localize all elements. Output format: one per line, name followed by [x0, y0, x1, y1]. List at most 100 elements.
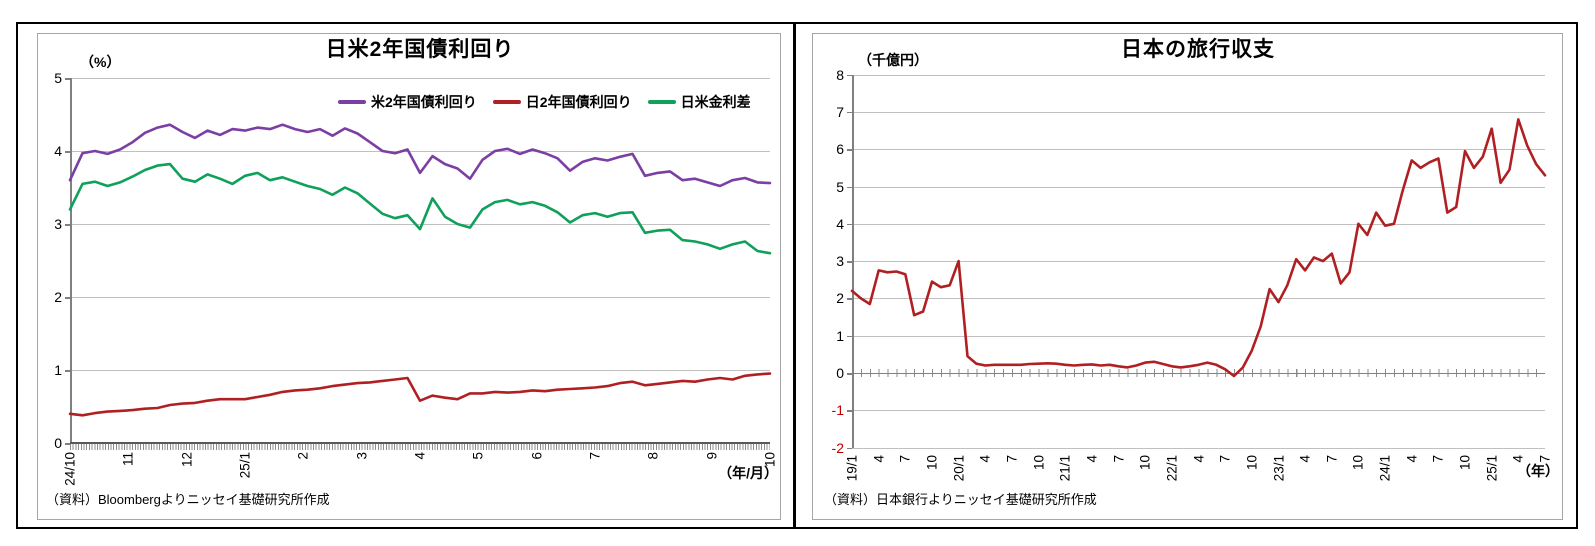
y-tick-label-3: 3	[836, 253, 844, 270]
y-tick-mark	[65, 443, 70, 445]
gridline-y-6	[852, 149, 1545, 151]
y-tick-label-0: 0	[836, 365, 844, 381]
gridline-y-1	[70, 370, 770, 371]
y-tick-label-4: 4	[54, 143, 62, 159]
gridline-y-5	[852, 186, 1545, 188]
gridline-y-4	[852, 223, 1545, 225]
gridline-y-7	[852, 111, 1545, 113]
x-tick-label-7: 7	[1537, 455, 1553, 463]
y-tick-mark	[847, 186, 852, 188]
x-tick-label-23/1: 23/1	[1271, 455, 1286, 482]
y-axis-line	[70, 78, 72, 443]
y-tick-mark	[847, 74, 852, 77]
x-tick-label-21/1: 21/1	[1057, 455, 1073, 482]
y-axis-line	[852, 74, 854, 448]
legend-item-us-2y: 米2年国債利回り	[338, 92, 477, 112]
y-tick-label-2: 2	[836, 290, 844, 307]
y-tick-label-4: 4	[836, 215, 844, 232]
y-tick-label-0: 0	[54, 435, 62, 451]
y-tick-mark	[65, 78, 70, 80]
legend-label-jp-2y: 日2年国債利回り	[525, 94, 632, 110]
y-tick-mark	[65, 297, 70, 299]
y-tick-label-5: 5	[54, 70, 62, 86]
gridline-y-4	[70, 151, 770, 152]
y-tick-label-3: 3	[54, 216, 62, 232]
y-tick-label--1: -1	[831, 402, 844, 419]
x-tick-label-2: 2	[295, 452, 311, 460]
gridline-y--1	[852, 410, 1545, 412]
x-tick-label-24/1: 24/1	[1377, 455, 1393, 482]
left-chart-frame	[37, 33, 781, 520]
x-tick-label-10: 10	[1031, 455, 1047, 471]
x-tick-label-7: 7	[587, 452, 603, 460]
x-tick-label-4: 4	[1404, 455, 1420, 463]
gridline-y-5	[70, 78, 770, 79]
gridline-y-3	[852, 261, 1545, 263]
x-tick-label-24/10: 24/10	[62, 452, 78, 486]
x-tick-label-7: 7	[897, 455, 913, 463]
gridline-y-8	[852, 74, 1545, 76]
x-axis-line	[70, 442, 770, 444]
x-tick-label-4: 4	[871, 455, 887, 463]
right-source-note: （資料）日本銀行よりニッセイ基礎研究所作成	[824, 492, 1097, 507]
x-tick-label-10: 10	[762, 452, 778, 468]
spread-line-swatch-icon	[647, 100, 676, 104]
y-tick-mark	[847, 298, 852, 300]
y-tick-label-1: 1	[54, 362, 62, 378]
gridline-y-1	[852, 335, 1545, 337]
right-y-unit-label: （千億円）	[858, 52, 928, 68]
left-chart-legend: 米2年国債利回り 日2年国債利回り 日米金利差	[338, 92, 751, 112]
y-tick-label-5: 5	[836, 178, 844, 195]
y-tick-mark	[847, 335, 852, 338]
y-tick-mark	[847, 223, 852, 226]
gridline-y-2	[70, 297, 770, 298]
x-tick-label-7: 7	[1217, 455, 1233, 463]
left-y-unit-label: （%）	[80, 54, 121, 70]
left-x-unit-label: （年/月）	[718, 465, 778, 481]
x-tick-label-10: 10	[1137, 455, 1153, 471]
us-2y-line-swatch-icon	[338, 100, 366, 104]
legend-label-us-2y: 米2年国債利回り	[371, 94, 477, 110]
x-tick-label-25/1: 25/1	[1484, 455, 1500, 482]
x-tick-label-8: 8	[645, 452, 661, 460]
x-tick-label-4: 4	[1297, 455, 1313, 463]
y-tick-mark	[847, 261, 852, 263]
x-tick-label-4: 4	[412, 452, 428, 460]
x-tick-label-10: 10	[924, 455, 940, 471]
y-tick-label-7: 7	[836, 103, 844, 120]
x-axis-line	[852, 372, 1545, 374]
gridline-y-2	[852, 298, 1545, 300]
gridline-y-3	[70, 224, 770, 225]
x-tick-label-9: 9	[704, 452, 720, 460]
x-tick-label-7: 7	[1111, 455, 1126, 463]
x-tick-label-4: 4	[1191, 455, 1206, 463]
legend-item-jp-2y: 日2年国債利回り	[492, 92, 632, 112]
legend-item-spread: 日米金利差	[647, 92, 751, 112]
x-tick-label-20/1: 20/1	[951, 455, 967, 482]
x-tick-label-4: 4	[977, 455, 993, 463]
gridline-y--2	[852, 447, 1545, 449]
x-tick-label-4: 4	[1510, 455, 1526, 463]
jp-2y-line-swatch-icon	[492, 100, 521, 104]
left-source-note: （資料）Bloombergよりニッセイ基礎研究所作成	[46, 492, 330, 507]
x-tick-label-10: 10	[1457, 455, 1473, 471]
y-tick-mark	[65, 224, 70, 226]
y-tick-label-8: 8	[836, 66, 844, 83]
right-x-unit-label: （年）	[1517, 463, 1559, 479]
left-chart-title: 日米2年国債利回り	[325, 38, 515, 61]
x-tick-label-5: 5	[470, 452, 486, 460]
y-tick-label-6: 6	[836, 141, 844, 158]
y-tick-label--2: -2	[831, 439, 844, 456]
y-tick-mark	[847, 149, 852, 151]
panel-divider	[793, 22, 796, 529]
x-tick-label-7: 7	[1324, 455, 1340, 463]
x-tick-label-10: 10	[1244, 455, 1260, 471]
x-tick-label-4: 4	[1084, 455, 1100, 463]
x-tick-label-10: 10	[1350, 455, 1366, 471]
outer-border	[16, 22, 1578, 529]
x-tick-label-3: 3	[354, 452, 370, 460]
x-tick-label-19/1: 19/1	[844, 455, 860, 482]
x-tick-label-11: 11	[120, 452, 136, 467]
y-tick-label-2: 2	[54, 289, 62, 305]
